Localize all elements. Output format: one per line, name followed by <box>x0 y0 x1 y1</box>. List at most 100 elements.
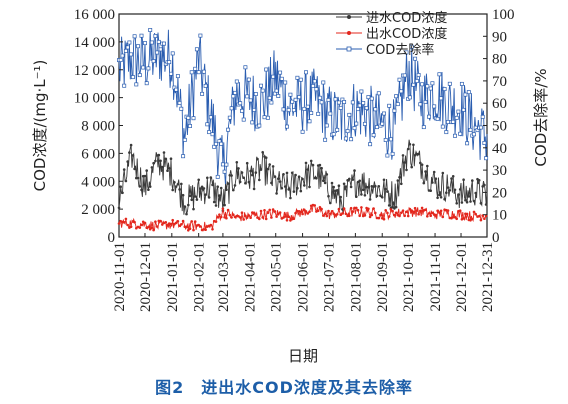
series-point-1 <box>363 214 367 217</box>
series-point-2 <box>214 141 218 146</box>
x-tick-label: 2021-05-01 <box>269 242 285 312</box>
series-point-0 <box>173 181 176 184</box>
y-tick-label-left: 10 000 <box>74 91 115 107</box>
series-point-0 <box>396 179 400 182</box>
series-point-2 <box>342 100 347 104</box>
y-tick-label-left: 14 000 <box>74 35 115 51</box>
series-point-2 <box>276 94 281 98</box>
series-point-1 <box>261 216 265 219</box>
series-point-0 <box>174 185 178 188</box>
legend-marker <box>347 31 351 35</box>
y-tick-label-right: 30 <box>492 163 507 179</box>
series-point-0 <box>361 188 365 192</box>
y-tick-label-right: 80 <box>492 52 507 68</box>
series-point-2 <box>245 94 250 99</box>
series-point-2 <box>248 98 253 103</box>
series-point-2 <box>468 127 473 132</box>
series-point-2 <box>189 70 194 75</box>
series-point-2 <box>323 137 328 142</box>
series-point-0 <box>273 175 277 178</box>
series-point-2 <box>286 108 291 112</box>
series-point-2 <box>186 115 191 120</box>
series-point-0 <box>455 202 459 205</box>
series-point-1 <box>133 220 136 224</box>
series-2 <box>117 28 489 186</box>
series-point-2 <box>260 88 265 93</box>
x-tick-label: 2021-03-01 <box>216 242 232 312</box>
series-point-1 <box>138 226 142 229</box>
series-point-2 <box>420 82 425 87</box>
series-point-1 <box>483 217 486 220</box>
series-point-0 <box>283 185 287 188</box>
series-point-2 <box>428 86 433 91</box>
series-point-0 <box>199 187 202 190</box>
series-point-0 <box>154 159 157 163</box>
series-point-0 <box>367 185 370 189</box>
series-point-2 <box>170 51 175 56</box>
series-point-1 <box>451 215 455 219</box>
series-point-0 <box>434 177 438 180</box>
series-point-2 <box>425 84 430 89</box>
series-point-1 <box>266 211 270 215</box>
series-point-2 <box>149 40 154 45</box>
series-point-0 <box>287 188 291 191</box>
series-point-0 <box>207 196 211 199</box>
series-point-0 <box>157 153 161 157</box>
legend-marker <box>347 15 351 19</box>
series-point-0 <box>271 165 275 168</box>
series-point-0 <box>202 187 206 190</box>
series-point-2 <box>331 132 336 137</box>
series-point-1 <box>325 214 329 218</box>
series-point-1 <box>155 225 159 228</box>
series-point-2 <box>309 111 314 115</box>
series-point-2 <box>451 119 456 124</box>
series-point-2 <box>444 130 449 135</box>
series-point-2 <box>151 59 156 64</box>
series-point-0 <box>394 205 398 209</box>
series-point-2 <box>350 100 355 105</box>
series-point-2 <box>233 90 237 95</box>
series-point-1 <box>400 211 403 214</box>
series-point-0 <box>380 196 384 199</box>
series-point-2 <box>390 151 395 156</box>
series-point-2 <box>267 95 272 100</box>
series-point-1 <box>356 208 360 212</box>
y-axis-label-right: COD去除率/% <box>532 68 550 166</box>
series-point-2 <box>421 125 426 130</box>
series-point-2 <box>302 106 307 111</box>
series-point-0 <box>124 179 128 183</box>
series-point-2 <box>465 141 470 146</box>
series-point-1 <box>161 223 164 226</box>
series-point-0 <box>140 188 143 192</box>
series-point-1 <box>474 212 478 216</box>
series-point-0 <box>159 159 162 163</box>
x-tick-label: 2021-07-01 <box>322 242 338 312</box>
series-point-0 <box>242 176 245 179</box>
series-point-0 <box>445 191 448 194</box>
series-point-1 <box>372 207 375 210</box>
series-point-2 <box>364 106 369 110</box>
series-point-1 <box>254 213 258 216</box>
series-point-2 <box>298 77 303 82</box>
series-point-0 <box>429 189 433 192</box>
y-tick-label-right: 70 <box>492 74 507 90</box>
series-point-0 <box>349 185 353 189</box>
series-point-0 <box>405 168 408 172</box>
series-point-0 <box>453 188 457 192</box>
series-point-0 <box>244 181 247 185</box>
y-tick-label-left: 8 000 <box>81 119 115 135</box>
series-point-0 <box>311 163 315 167</box>
x-tick-label: 2021-01-01 <box>165 242 181 312</box>
series-point-0 <box>181 193 185 197</box>
series-point-1 <box>348 214 351 218</box>
series-point-1 <box>273 210 277 213</box>
series-point-2 <box>139 33 144 38</box>
series-point-0 <box>212 200 216 204</box>
series-point-1 <box>405 210 408 214</box>
series-point-2 <box>427 114 431 119</box>
series-point-0 <box>121 191 124 195</box>
y-tick-label-right: 90 <box>492 29 507 45</box>
series-point-2 <box>203 83 208 88</box>
series-point-0 <box>270 181 273 185</box>
series-point-1 <box>439 209 443 213</box>
